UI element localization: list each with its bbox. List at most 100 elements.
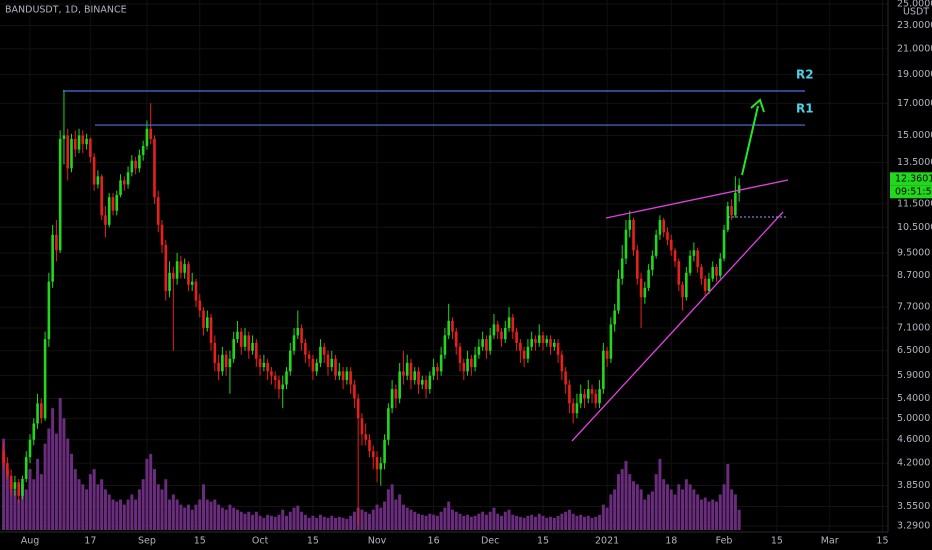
- volume-bar: [345, 518, 349, 530]
- volume-bar: [481, 511, 485, 530]
- volume-bar: [13, 489, 17, 530]
- y-tick-label: 13.5000: [897, 157, 932, 168]
- volume-layer: [2, 398, 741, 530]
- volume-bar: [232, 507, 236, 530]
- volume-bar: [145, 458, 149, 530]
- volume-bar: [160, 489, 164, 530]
- candle-body: [492, 324, 496, 336]
- volume-bar: [518, 516, 522, 530]
- candle-body: [715, 266, 718, 276]
- candle-body: [156, 197, 160, 225]
- volume-bar: [488, 511, 492, 530]
- volume-bar: [213, 499, 217, 530]
- volume-bar: [394, 499, 398, 530]
- volume-bar: [413, 511, 417, 530]
- volume-bar: [503, 511, 507, 530]
- y-tick-label: 5.9000: [897, 370, 930, 381]
- candle-body: [575, 403, 579, 414]
- volume-bar: [711, 499, 715, 530]
- candle-body: [255, 342, 258, 359]
- candle-body: [141, 145, 145, 156]
- candle-body: [270, 371, 273, 376]
- candle-body: [420, 380, 424, 385]
- volume-bar: [733, 494, 737, 530]
- candle-body: [179, 261, 183, 273]
- volume-bar: [579, 514, 583, 530]
- volume-bar: [567, 509, 571, 530]
- volume-bar: [58, 398, 62, 530]
- candle-body: [353, 384, 356, 399]
- volume-bar: [639, 489, 643, 530]
- volume-bar: [405, 507, 409, 530]
- x-tick-label: 15: [537, 536, 549, 547]
- candle-body: [643, 287, 647, 298]
- candle-body: [605, 350, 609, 359]
- candle-body: [379, 463, 383, 470]
- y-tick-label: 11.5000: [897, 198, 932, 209]
- candle-body: [262, 362, 266, 368]
- candle-body: [507, 317, 511, 329]
- candle-body: [598, 389, 601, 404]
- volume-bar: [311, 515, 315, 530]
- candle-body: [175, 261, 179, 279]
- volume-bar: [560, 513, 564, 530]
- candle-body: [334, 358, 337, 376]
- volume-bar: [650, 491, 654, 530]
- y-tick-label: 7.7000: [897, 302, 930, 313]
- candle-body: [338, 371, 341, 376]
- volume-bar: [168, 499, 172, 530]
- candle-body: [620, 258, 624, 279]
- volume-bar: [533, 516, 537, 530]
- volume-bar: [330, 515, 334, 530]
- volume-bar: [390, 484, 394, 530]
- candle-body: [439, 354, 443, 372]
- candle-body: [209, 317, 213, 343]
- candle-body: [545, 339, 549, 343]
- candle-body: [360, 418, 364, 435]
- candle-body: [409, 362, 413, 381]
- candle-body: [556, 342, 560, 355]
- candle-body: [239, 331, 243, 347]
- volume-bar: [183, 507, 187, 530]
- candle-body: [190, 281, 194, 285]
- candle-body: [149, 128, 153, 139]
- candle-body: [364, 434, 368, 440]
- volume-bar: [715, 501, 719, 530]
- candle-body: [730, 206, 733, 216]
- y-tick-label: 25.0000: [897, 0, 932, 9]
- volume-bar: [175, 499, 179, 530]
- candle-body: [466, 358, 469, 372]
- candle-body: [677, 261, 681, 285]
- y-tick-label: 15.0000: [897, 130, 932, 141]
- volume-bar: [730, 489, 734, 530]
- candle-body: [285, 371, 288, 385]
- candle-body: [734, 192, 737, 216]
- candle-body: [232, 339, 235, 359]
- candle-body: [40, 403, 43, 419]
- volume-bar: [322, 516, 326, 530]
- candle-body: [228, 358, 232, 368]
- volume-bar: [122, 504, 126, 530]
- candle-body: [635, 250, 639, 279]
- volume-bar: [386, 489, 390, 530]
- candle-body: [722, 229, 726, 259]
- candle-body: [564, 371, 567, 385]
- candle-body: [130, 160, 134, 173]
- candle-body: [726, 206, 730, 230]
- countdown-label: 09:51:56: [895, 186, 932, 197]
- candle-body: [534, 339, 537, 343]
- candle-body: [296, 328, 300, 336]
- candle-body: [628, 220, 632, 230]
- y-tick-label: 3.2900: [897, 521, 930, 532]
- candle-body: [496, 324, 500, 332]
- volume-bar: [703, 497, 707, 530]
- volume-bar: [296, 505, 300, 530]
- candle-body: [387, 408, 390, 440]
- volume-bar: [665, 484, 669, 530]
- candle-body: [737, 185, 741, 193]
- candle-body: [277, 380, 281, 390]
- candle-body: [326, 354, 330, 368]
- volume-bar: [190, 509, 194, 530]
